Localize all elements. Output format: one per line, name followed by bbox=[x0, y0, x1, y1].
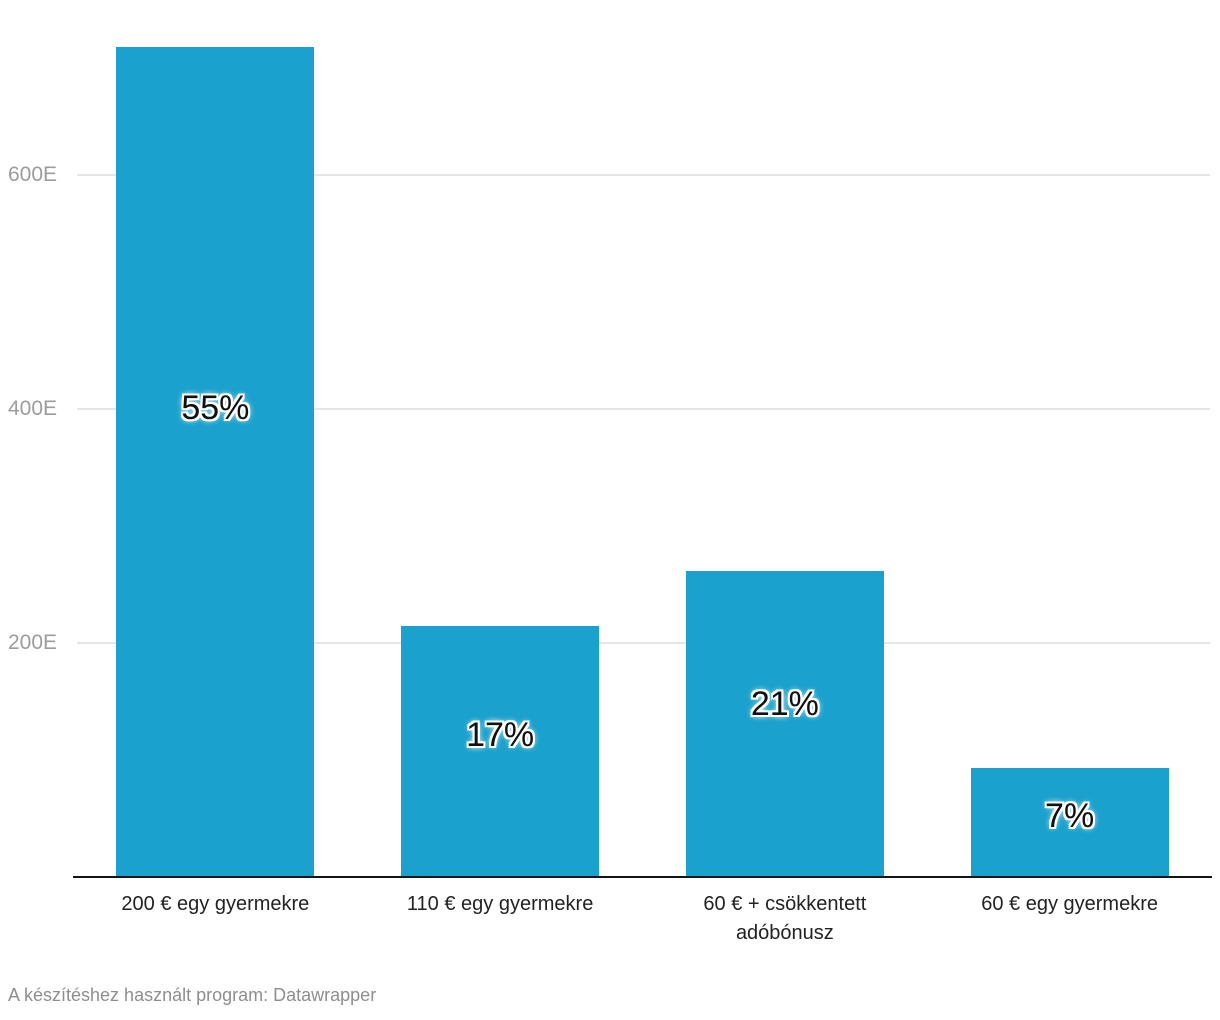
bar-value-label: 7% bbox=[1045, 796, 1095, 835]
y-axis-tick-label: 200E bbox=[8, 631, 58, 655]
bar-value-label: 21% bbox=[750, 684, 819, 723]
x-axis-category-label: 60 € + csökkentett adóbónusz bbox=[703, 893, 867, 944]
bar bbox=[970, 768, 1169, 877]
gridline bbox=[77, 408, 1210, 411]
y-axis-tick-label: 400E bbox=[8, 397, 58, 421]
bar bbox=[401, 625, 600, 877]
x-axis-category-label: 60 € egy gyermekre bbox=[981, 893, 1158, 915]
bar bbox=[685, 570, 884, 877]
chart-footer: A készítéshez használt program: Datawrap… bbox=[8, 985, 377, 1005]
gridline bbox=[77, 174, 1210, 177]
bar-value-label: 55% bbox=[181, 388, 250, 427]
x-axis-line bbox=[73, 876, 1212, 878]
gridline bbox=[77, 642, 1210, 645]
x-axis-category-label: 110 € egy gyermekre bbox=[406, 893, 594, 915]
bar bbox=[116, 46, 315, 877]
y-axis-tick-label: 600E bbox=[8, 163, 58, 187]
bar-value-label: 17% bbox=[466, 715, 535, 754]
x-axis-category-label: 200 € egy gyermekre bbox=[121, 893, 310, 915]
